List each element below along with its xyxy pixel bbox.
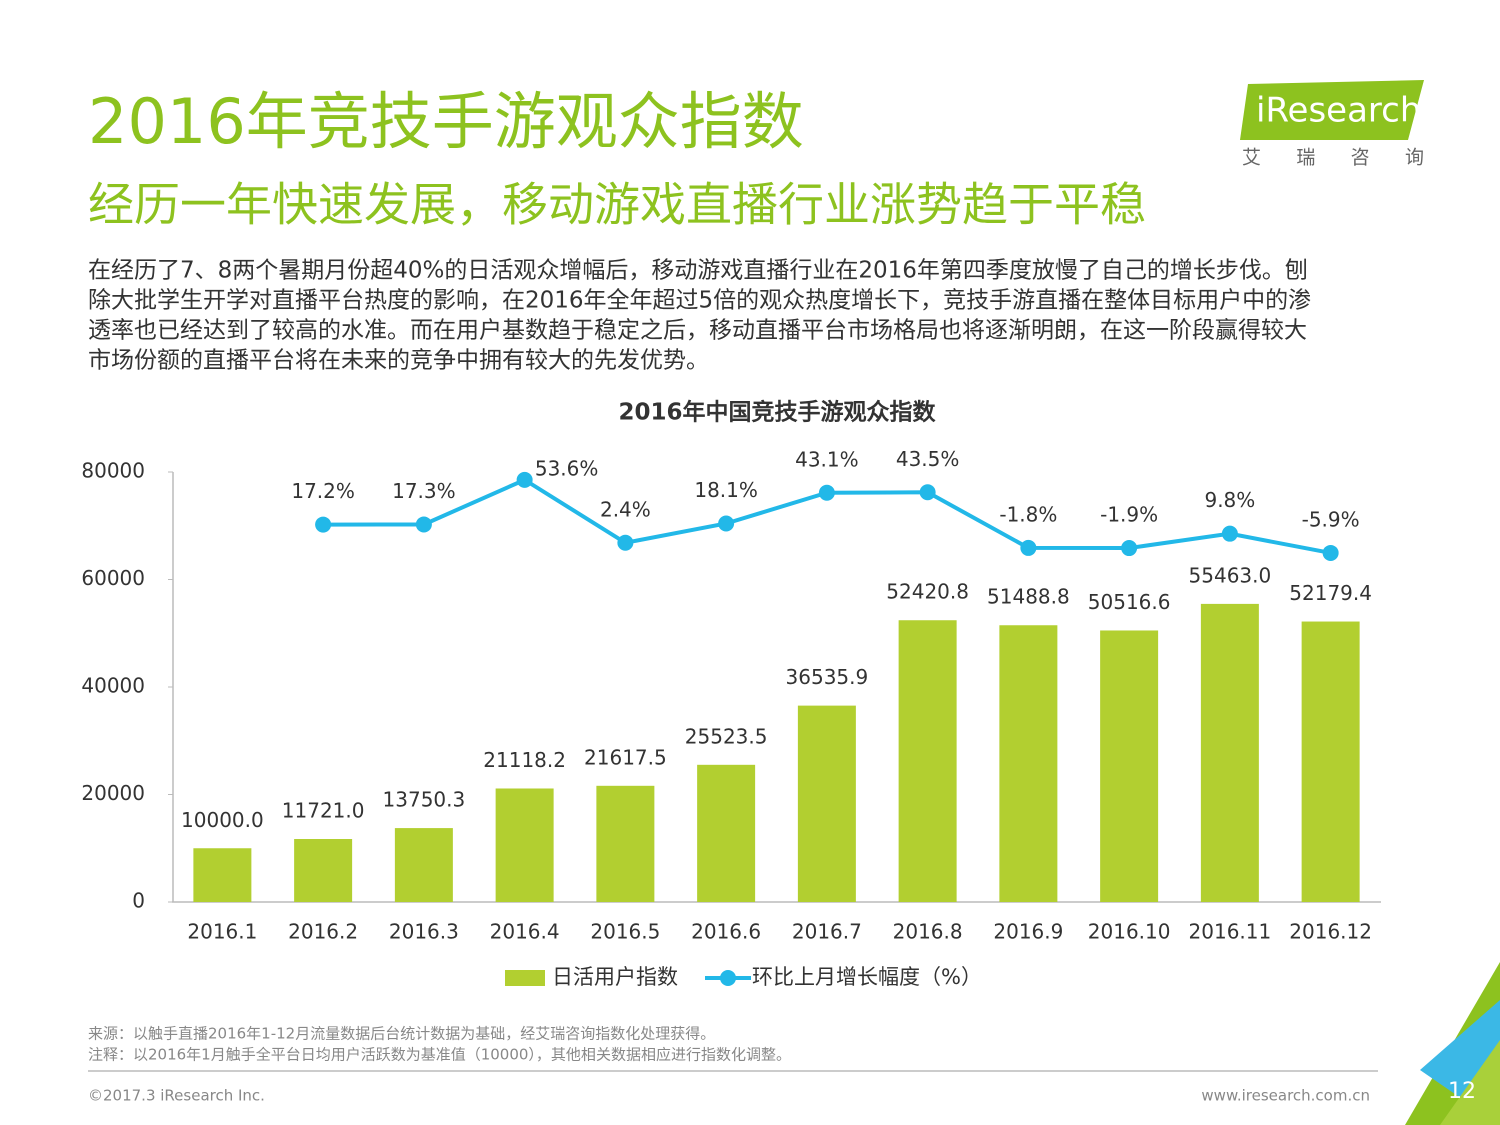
bar [797, 705, 856, 902]
legend-label: 环比上月增长幅度（%） [752, 965, 982, 989]
x-tick-label: 2016.4 [490, 920, 560, 944]
bar [1301, 621, 1360, 902]
chart: 0 20000 40000 60000 80000 2016.1 2016.2 2016.3 2… [81, 447, 1381, 989]
source-note: 来源：以触手直播2016年1-12月流量数据后台统计数据为基础，经艾瑞咨询指数化… [88, 1025, 715, 1043]
copyright: ©2017.3 iResearch Inc. [88, 1087, 265, 1105]
line-point [617, 534, 634, 551]
bar [898, 620, 957, 902]
x-tick-label: 2016.8 [893, 920, 963, 944]
slide-title: 2016年竞技手游观众指数 [88, 85, 804, 158]
bar [294, 838, 353, 902]
body-text: 在经历了7、8两个暑期月份超40%的日活观众增幅后，移动游戏直播行业在2016年… [88, 258, 1311, 374]
x-tick-label: 2016.12 [1289, 920, 1372, 944]
line-point [1221, 525, 1238, 542]
line-point [1020, 539, 1037, 556]
logo-text: iResearch [1256, 91, 1421, 131]
slide-subtitle: 经历一年快速发展，移动游戏直播行业涨势趋于平稳 [88, 178, 1146, 232]
footer-url: www.iresearch.com.cn [1201, 1087, 1370, 1105]
bar-value-label: 21118.2 [483, 748, 566, 772]
footnote: 注释：以2016年1月触手全平台日均用户活跃数为基准值（10000），其他相关数… [88, 1046, 791, 1064]
corner-light [1440, 1040, 1500, 1125]
line-value-label: 17.2% [291, 479, 355, 503]
line-value-label: -5.9% [1302, 507, 1360, 531]
x-tick-label: 2016.11 [1189, 920, 1272, 944]
chart-title: 2016年中国竞技手游观众指数 [618, 399, 936, 426]
x-tick-label: 2016.3 [389, 920, 459, 944]
page-number: 12 [1448, 1079, 1476, 1104]
x-tick-label: 2016.9 [993, 920, 1063, 944]
bar [495, 788, 554, 902]
x-tick-label: 2016.6 [691, 920, 761, 944]
bar [1200, 603, 1259, 902]
y-tick-label: 80000 [81, 459, 145, 483]
line-point [315, 516, 332, 533]
bar [394, 828, 453, 902]
x-tick-label: 2016.1 [187, 920, 257, 944]
bar-value-label: 13750.3 [383, 788, 466, 812]
legend-label: 日活用户指数 [552, 965, 678, 989]
x-tick-label: 2016.2 [288, 920, 358, 944]
bar-value-label: 51488.8 [987, 585, 1070, 609]
line-value-label: -1.9% [1100, 503, 1158, 527]
line-value-label: 17.3% [392, 479, 456, 503]
line-value-label: 53.6% [535, 456, 599, 480]
line-point [415, 516, 432, 533]
bar-value-label: 21617.5 [584, 745, 667, 769]
bar [999, 625, 1058, 902]
bar-value-label: 11721.0 [282, 798, 365, 822]
line-value-label: 18.1% [694, 478, 758, 502]
x-tick-label: 2016.5 [590, 920, 660, 944]
line-point [516, 471, 533, 488]
body-line: 透率也已经达到了较高的水准。而在用户基数趋于稳定之后，移动直播平台市场格局也将逐… [88, 318, 1307, 344]
x-tick-label: 2016.7 [792, 920, 862, 944]
logo-badge [1240, 80, 1424, 140]
bar-value-label: 25523.5 [685, 724, 768, 748]
bar-value-label: 50516.6 [1088, 590, 1171, 614]
line-value-label: 9.8% [1204, 488, 1255, 512]
x-tick-label: 2016.10 [1088, 920, 1171, 944]
legend-swatch [505, 970, 545, 986]
line-value-label: -1.8% [999, 502, 1057, 526]
bar [596, 785, 655, 902]
body-line: 市场份额的直播平台将在未来的竞争中拥有较大的先发优势。 [88, 348, 709, 374]
line-value-label: 2.4% [600, 497, 651, 521]
bar-value-label: 55463.0 [1189, 563, 1272, 587]
bar [193, 848, 252, 902]
y-tick-label: 60000 [81, 566, 145, 590]
line-value-label: 43.5% [896, 447, 960, 471]
bar [1100, 630, 1159, 902]
bar-value-label: 52179.4 [1289, 581, 1372, 605]
y-tick-label: 0 [132, 889, 145, 913]
legend-swatch-dot [720, 970, 736, 986]
line-value-label: 43.1% [795, 447, 859, 471]
bar-value-label: 36535.9 [786, 665, 869, 689]
line-point [1322, 544, 1339, 561]
bar-value-label: 52420.8 [886, 580, 969, 604]
bar [697, 764, 756, 902]
body-line: 除大批学生开学对直播平台热度的影响，在2016年全年超过5倍的观众热度增长下，竞… [88, 288, 1311, 314]
line-point [919, 484, 936, 501]
body-line: 在经历了7、8两个暑期月份超40%的日活观众增幅后，移动游戏直播行业在2016年… [88, 258, 1308, 284]
y-tick-label: 40000 [81, 674, 145, 698]
line-point [818, 484, 835, 501]
line-point [718, 515, 735, 532]
line-point [1121, 540, 1138, 557]
bar-value-label: 10000.0 [181, 808, 264, 832]
y-tick-label: 20000 [81, 781, 145, 805]
